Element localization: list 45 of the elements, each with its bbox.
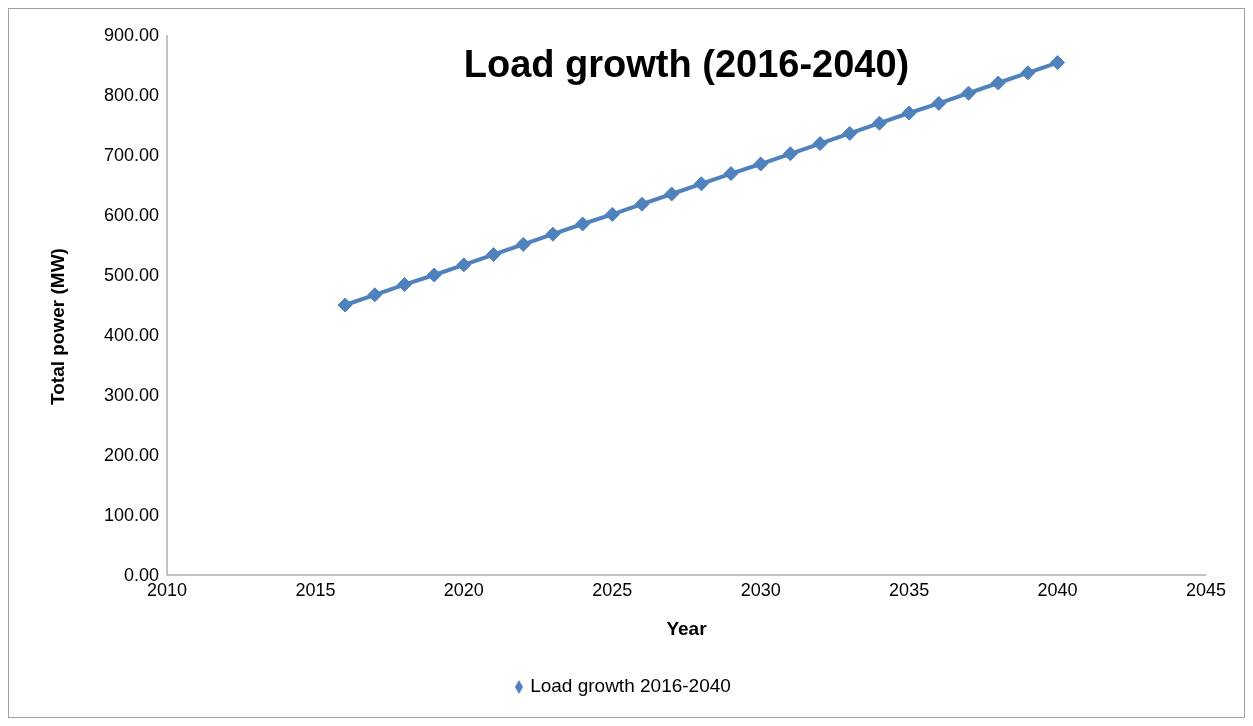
y-tick-label: 500.00 <box>103 265 159 286</box>
legend-label: Load growth 2016-2040 <box>530 675 731 696</box>
point <box>1050 55 1066 71</box>
y-tick-label: 600.00 <box>103 205 159 226</box>
point <box>693 176 709 192</box>
chart-title: Load growth (2016-2040) <box>463 43 910 85</box>
point <box>1020 65 1036 81</box>
x-tick-label: 2035 <box>889 579 930 600</box>
y-axis-title: Total power (MW) <box>46 248 68 405</box>
y-tick-label: 200.00 <box>103 445 159 466</box>
point <box>871 115 887 131</box>
x-tick-label: 2020 <box>443 579 484 600</box>
point <box>634 196 650 212</box>
point <box>515 236 531 252</box>
point <box>723 166 739 182</box>
point <box>990 75 1006 91</box>
point <box>337 297 353 313</box>
x-tick-label: 2030 <box>740 579 781 600</box>
point <box>396 277 412 293</box>
y-tick-label: 400.00 <box>103 325 159 346</box>
point <box>575 216 591 232</box>
x-tick-label: 2045 <box>1185 579 1227 600</box>
point <box>961 85 977 101</box>
point <box>456 257 472 273</box>
x-tick-label: 2025 <box>592 579 633 600</box>
point <box>782 146 798 162</box>
point <box>901 105 917 121</box>
point <box>545 226 561 242</box>
x-tick-label: 2040 <box>1037 579 1078 600</box>
point <box>812 136 828 152</box>
x-tick-label: 2015 <box>295 579 336 600</box>
y-tick-label: 100.00 <box>103 505 159 526</box>
y-tick-label: 800.00 <box>103 85 159 106</box>
point <box>842 125 858 141</box>
point <box>367 287 383 303</box>
point <box>486 247 502 263</box>
point <box>664 186 680 202</box>
y-tick-label: 900.00 <box>103 25 159 46</box>
point <box>753 156 769 172</box>
x-axis-title: Year <box>666 618 708 639</box>
y-tick-label: 300.00 <box>103 385 159 406</box>
point <box>931 95 947 111</box>
point <box>426 267 442 283</box>
point <box>604 206 620 222</box>
y-tick-label: 700.00 <box>103 145 159 166</box>
